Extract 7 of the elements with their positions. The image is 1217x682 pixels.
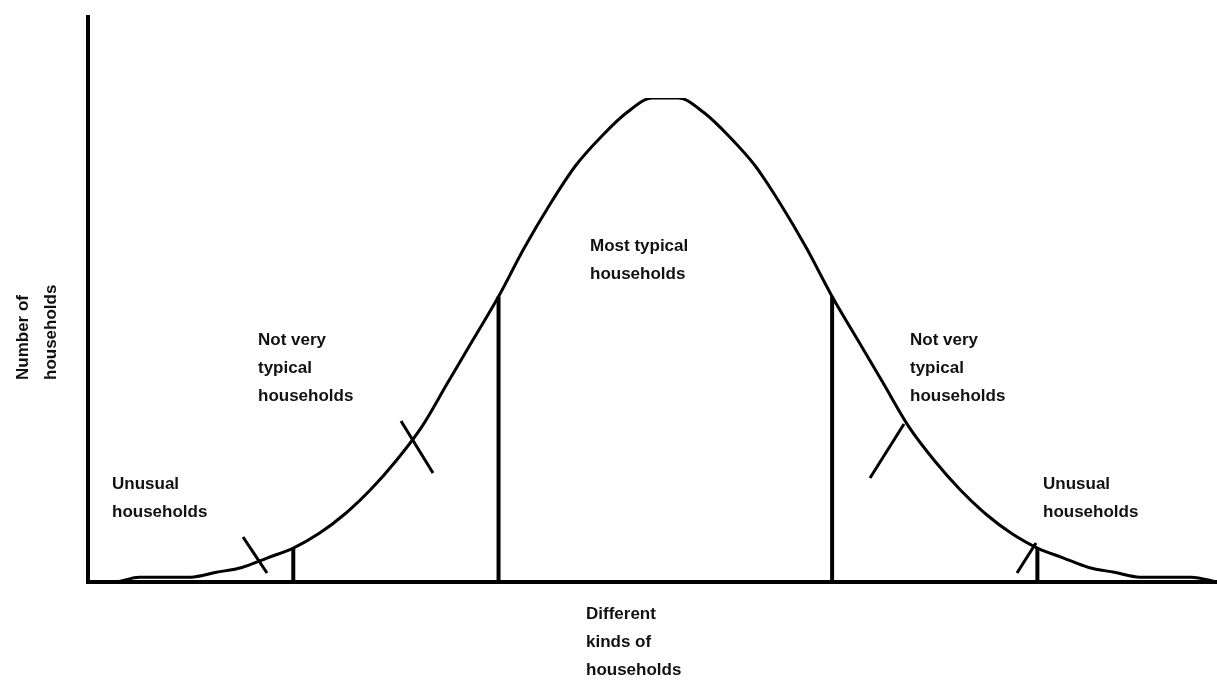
annotation: Unusual households xyxy=(112,473,209,523)
annotation: Most typical households xyxy=(590,235,690,285)
annotation: Not very typical households xyxy=(910,329,1007,407)
x-axis-title: Different kinds of households xyxy=(586,603,683,681)
annotation: Unusual households xyxy=(1043,473,1140,523)
y-axis-title: Number of households xyxy=(12,283,61,380)
annotation: Not very typical households xyxy=(258,329,355,407)
